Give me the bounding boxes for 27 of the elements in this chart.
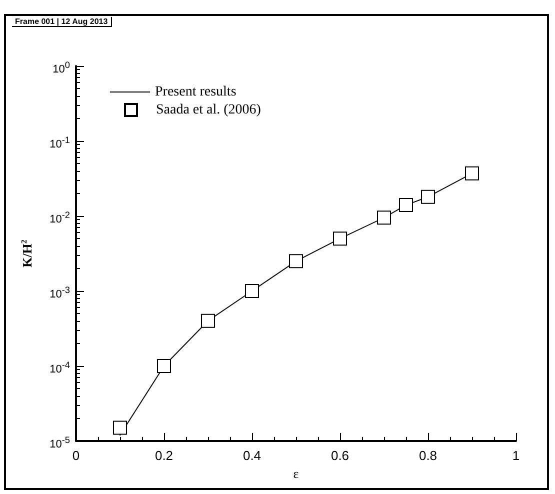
y-tick-label: 10$^{-3}$ <box>50 284 70 302</box>
point <box>377 210 391 225</box>
x-tick-label: 0.6 <box>330 448 350 463</box>
legend-label: Saada et al. (2006) <box>156 102 262 118</box>
x-tick-label: 0 <box>72 448 80 463</box>
point <box>421 190 435 204</box>
y-axis-title: K/H2 <box>20 240 34 268</box>
point <box>113 420 127 435</box>
legend-label: Present results <box>155 84 236 100</box>
point <box>465 166 479 180</box>
text: Frame 001 | 12 Aug 2013 <box>12 17 112 27</box>
x-tick-label: 1 <box>512 448 520 463</box>
x-tick-label: 0.4 <box>242 448 262 463</box>
point <box>399 198 413 212</box>
y-tick-label: 10$^{-2}$ <box>50 209 70 227</box>
point <box>245 284 259 298</box>
y-tick-label: 10$^{-5}$ <box>50 434 70 452</box>
x-axis-title: ε <box>293 466 300 481</box>
point <box>201 314 215 328</box>
point <box>289 254 303 268</box>
point <box>333 232 347 246</box>
y-tick-label: 10$^{-4}$ <box>50 359 70 377</box>
x-tick-label: 0.2 <box>154 448 174 463</box>
y-tick-label: 10$^{0}$ <box>52 59 70 77</box>
x-tick-label: 0.8 <box>418 448 438 463</box>
point <box>157 359 171 373</box>
y-tick-label: 10$^{-1}$ <box>50 134 70 152</box>
